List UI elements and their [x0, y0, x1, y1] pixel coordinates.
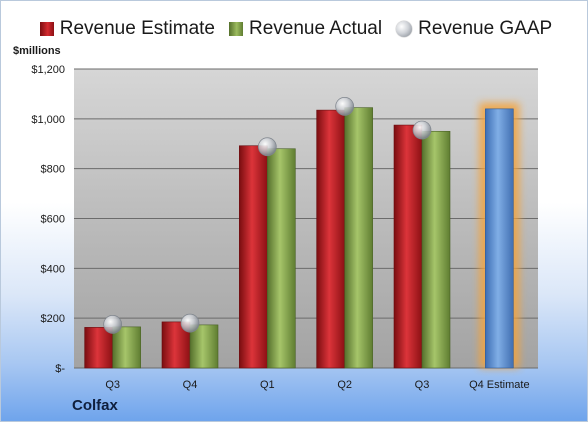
bar-q4-estimate: [485, 108, 514, 369]
x-tick-label: Q4 Estimate: [469, 379, 530, 391]
y-tick-label: $1,000: [31, 114, 65, 126]
y-tick-label: $-: [55, 363, 65, 375]
marker-revenue-gaap: [103, 315, 123, 334]
x-tick-label: Q3: [105, 379, 120, 391]
bar-revenue-estimate: [393, 124, 423, 369]
marker-revenue-gaap: [180, 313, 200, 333]
marker-revenue-gaap: [257, 137, 277, 157]
legend-item-revenue-estimate: Revenue Estimate: [39, 18, 215, 40]
legend-swatch-estimate: [39, 22, 54, 36]
bar-revenue-estimate: [84, 327, 113, 369]
y-tick-label: $200: [41, 313, 65, 325]
legend-item-revenue-actual: Revenue Actual: [229, 18, 382, 40]
x-axis-ticks: Q3 Q4 Q1 Q2 Q3 Q4 Estimate: [105, 379, 529, 391]
marker-revenue-gaap: [412, 120, 432, 140]
gridlines: [74, 68, 538, 369]
y-axis-unit-label: $millions: [13, 45, 61, 57]
y-tick-label: $600: [41, 214, 65, 226]
legend-label-gaap: Revenue GAAP: [418, 18, 553, 39]
y-tick-label: $1,200: [31, 64, 65, 76]
gaap-markers: [103, 97, 432, 334]
legend-label-estimate: Revenue Estimate: [59, 18, 215, 39]
legend-marker-gaap: [396, 21, 413, 37]
x-tick-label: Q3: [415, 379, 430, 391]
x-tick-label: Q4: [183, 379, 198, 391]
y-tick-label: $400: [41, 263, 65, 275]
legend-swatch-actual: [229, 22, 243, 36]
bar-revenue-actual: [189, 324, 219, 369]
company-label: Colfax: [72, 397, 118, 414]
bars: [84, 102, 520, 369]
bar-revenue-estimate: [239, 145, 268, 369]
bar-revenue-actual: [421, 130, 451, 369]
marker-revenue-gaap: [335, 97, 355, 116]
bar-revenue-actual: [267, 148, 296, 369]
bar-revenue-actual: [112, 326, 141, 369]
legend-item-revenue-gaap: Revenue GAAP: [396, 18, 552, 40]
bar-revenue-actual: [344, 107, 373, 369]
bar-revenue-estimate: [316, 109, 345, 369]
legend: Revenue Estimate Revenue Actual Revenue …: [1, 15, 588, 43]
y-axis-ticks: $- $200 $400 $600 $800 $1,000 $1,200: [31, 64, 65, 375]
x-tick-label: Q2: [337, 379, 352, 391]
legend-label-actual: Revenue Actual: [249, 18, 383, 39]
y-tick-label: $800: [41, 164, 65, 176]
x-tick-label: Q1: [260, 379, 275, 391]
